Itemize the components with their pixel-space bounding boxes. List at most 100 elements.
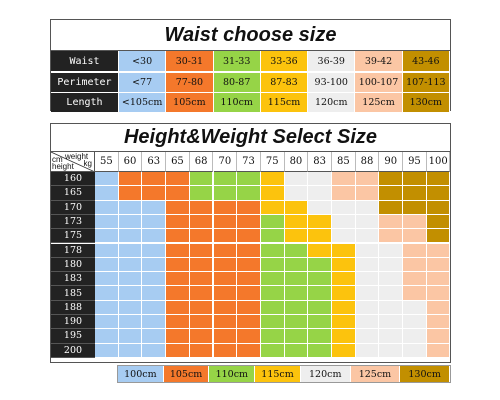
- size-grid-cell: [237, 343, 261, 358]
- waist-size-cell: 36-39: [308, 51, 356, 71]
- size-grid-cell: [379, 343, 404, 358]
- size-grid-cell: [166, 214, 190, 230]
- size-grid-cell: [118, 200, 143, 215]
- size-grid-cell: [426, 300, 451, 315]
- size-grid-cell: [426, 343, 451, 358]
- size-grid-cell: [332, 315, 356, 330]
- length-legend-cell: 120cm: [300, 366, 351, 382]
- weight-column-header: 70: [213, 152, 238, 172]
- size-grid-cell: [426, 229, 451, 244]
- weight-column-header: 100: [426, 152, 451, 172]
- size-grid-cell: [213, 172, 238, 187]
- size-grid-cell: [213, 214, 238, 230]
- size-grid-cell: [403, 315, 427, 330]
- size-grid-cell: [118, 329, 143, 344]
- corner-kg-label: kg: [83, 159, 92, 168]
- size-grid-cell: [166, 229, 190, 244]
- size-grid-cell: [308, 329, 332, 344]
- size-grid-cell: [403, 172, 427, 187]
- size-grid-cell: [118, 186, 143, 201]
- size-grid-cell: [118, 172, 143, 187]
- size-grid-cell: [189, 257, 214, 273]
- waist-size-table: Waist choose size Waist <30 30-31 31-33 33-3…: [50, 19, 451, 112]
- size-grid-cell: [403, 200, 427, 215]
- size-grid-cell: [118, 300, 143, 315]
- size-grid-cell: [284, 214, 309, 230]
- size-grid-cell: [284, 300, 309, 315]
- corner-diagonal-line: [51, 152, 94, 171]
- size-grid-cell: [379, 172, 404, 187]
- size-grid-cell: [237, 243, 261, 258]
- weight-column-header: 95: [403, 152, 427, 172]
- size-grid-cell: [260, 257, 285, 273]
- size-grid-cell: [332, 300, 356, 315]
- waist-size-cell: 30-31: [166, 51, 214, 71]
- size-grid-cell: [284, 343, 309, 358]
- corner-weight-label: weight: [65, 152, 89, 161]
- length-legend-cell: 115cm: [255, 366, 301, 382]
- size-grid-cell: [118, 343, 143, 358]
- size-grid-cell: [284, 243, 309, 258]
- size-grid-cell: [166, 329, 190, 344]
- size-grid-cell: [95, 272, 119, 287]
- waist-size-cell: 115cm: [260, 93, 309, 112]
- size-grid-cell: [308, 186, 332, 201]
- size-grid-cell: [403, 272, 427, 287]
- size-grid-cell: [95, 329, 119, 344]
- waist-size-cell: 43-46: [402, 51, 450, 71]
- size-grid-cell: [284, 229, 309, 244]
- size-grid-cell: [308, 315, 332, 330]
- waist-size-cell: 39-42: [355, 51, 403, 71]
- weight-column-header: 55: [95, 152, 119, 172]
- size-grid-cell: [308, 172, 332, 187]
- size-grid-cell: [142, 200, 167, 215]
- size-grid-cell: [426, 243, 451, 258]
- grid-corner-header: weight kg cm height: [51, 152, 95, 172]
- size-grid-cell: [213, 300, 238, 315]
- size-grid-cell: [166, 200, 190, 215]
- size-grid-cell: [95, 229, 119, 244]
- waist-size-cell: 110cm: [213, 93, 261, 112]
- size-grid-cell: [260, 315, 285, 330]
- weight-column-header: 68: [189, 152, 214, 172]
- size-grid-cell: [379, 315, 404, 330]
- size-grid-cell: [95, 343, 119, 358]
- size-grid-cell: [332, 286, 356, 301]
- size-grid-cell: [260, 200, 285, 215]
- size-grid-cell: [213, 186, 238, 201]
- size-grid-cell: [118, 272, 143, 287]
- waist-size-cell: <77: [118, 73, 167, 92]
- size-grid-cell: [260, 343, 285, 358]
- size-grid-cell: [355, 300, 380, 315]
- size-grid-cell: [118, 229, 143, 244]
- size-grid-cell: [189, 343, 214, 358]
- size-grid-cell: [284, 172, 309, 187]
- size-grid-cell: [189, 243, 214, 258]
- size-grid-cell: [332, 257, 356, 273]
- size-grid-cell: [426, 329, 451, 344]
- size-grid-cell: [95, 186, 119, 201]
- size-grid-cell: [284, 200, 309, 215]
- size-grid-cell: [379, 300, 404, 315]
- size-grid-cell: [166, 286, 190, 301]
- size-grid-cell: [142, 286, 167, 301]
- waist-table-row: Length <105cm 105cm 110cm 115cm 120cm 125cm 130…: [51, 92, 450, 112]
- size-grid-cell: [332, 343, 356, 358]
- size-grid-cell: [189, 186, 214, 201]
- size-grid-cell: [355, 286, 380, 301]
- size-grid-cell: [260, 329, 285, 344]
- size-grid-cell: [284, 315, 309, 330]
- size-grid-cell: [213, 315, 238, 330]
- size-grid-cell: [189, 329, 214, 344]
- size-grid-cell: [355, 214, 380, 230]
- size-grid-cell: [118, 257, 143, 273]
- length-legend-cell: 125cm: [350, 366, 401, 382]
- size-grid-cell: [142, 315, 167, 330]
- size-grid-cell: [355, 272, 380, 287]
- height-row-label: 200: [51, 343, 95, 358]
- size-grid-cell: [166, 343, 190, 358]
- size-grid-cell: [213, 272, 238, 287]
- size-grid-cell: [142, 272, 167, 287]
- size-grid-cell: [166, 243, 190, 258]
- size-grid-cell: [426, 172, 451, 187]
